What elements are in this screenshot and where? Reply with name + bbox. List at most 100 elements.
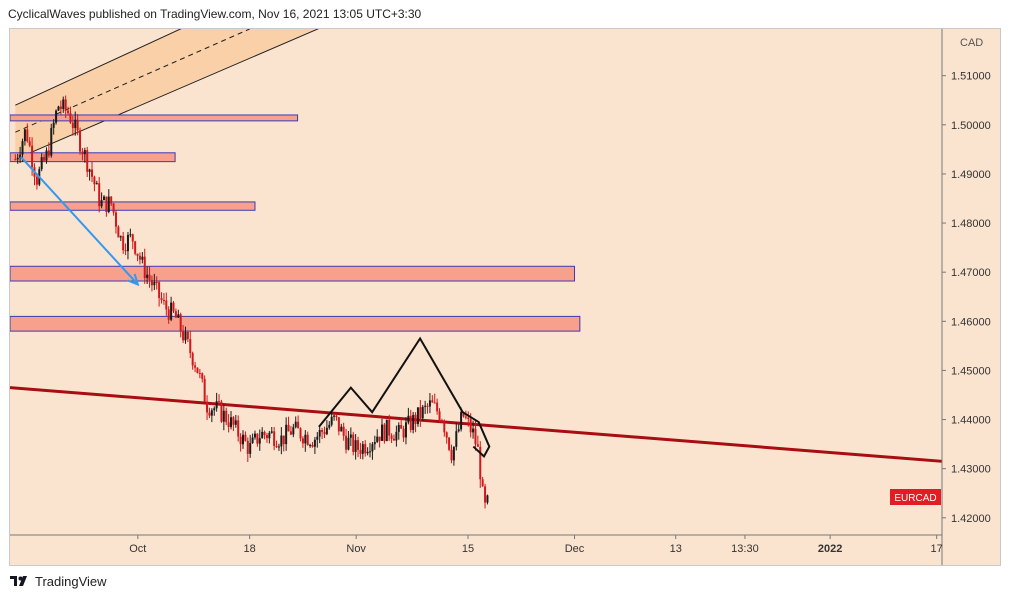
candle-body bbox=[297, 421, 300, 429]
candle-body bbox=[342, 426, 345, 436]
candle-body bbox=[148, 274, 151, 280]
candle-body bbox=[311, 444, 314, 447]
candle-body bbox=[239, 436, 242, 445]
candle-body bbox=[244, 434, 247, 441]
candle-body bbox=[136, 253, 139, 256]
candle-body bbox=[440, 420, 443, 422]
candle-body bbox=[378, 436, 381, 441]
price-axis[interactable]: 1.42000 1.43000 1.44000 1.45000 1.46000 1.470… bbox=[942, 71, 991, 525]
candles bbox=[14, 95, 489, 509]
candle-body bbox=[306, 434, 309, 445]
candle-body bbox=[117, 226, 120, 238]
candle-body bbox=[448, 437, 451, 450]
candle-body bbox=[162, 300, 165, 302]
candle-body bbox=[256, 433, 259, 444]
candle-body bbox=[160, 297, 163, 301]
candle-body bbox=[421, 406, 424, 419]
candle-body bbox=[81, 151, 84, 155]
candle-body bbox=[16, 157, 19, 160]
candle-body bbox=[198, 372, 201, 374]
candle-body bbox=[45, 150, 48, 161]
candle-body bbox=[129, 234, 132, 236]
candle-body bbox=[450, 449, 453, 461]
candle-body bbox=[59, 106, 62, 109]
candle-body bbox=[277, 446, 280, 448]
candle-body bbox=[349, 434, 352, 438]
candle-body bbox=[35, 176, 38, 185]
candle-body bbox=[179, 314, 182, 332]
candle-body bbox=[431, 400, 434, 403]
candle-body bbox=[52, 122, 55, 128]
candle-body bbox=[242, 434, 244, 445]
candle-body bbox=[184, 331, 187, 341]
candle-body bbox=[138, 255, 141, 260]
price-tick-label: 1.50000 bbox=[951, 120, 991, 132]
price-tick-label: 1.48000 bbox=[951, 218, 991, 230]
currency-label: CAD bbox=[960, 37, 983, 49]
channel-mid-line bbox=[15, 29, 250, 133]
candle-body bbox=[318, 430, 321, 437]
candle-body bbox=[452, 446, 455, 461]
candle-body bbox=[57, 106, 60, 111]
candle-body bbox=[289, 431, 292, 435]
chart-panel[interactable]: 1.42000 1.43000 1.44000 1.45000 1.46000 1.470… bbox=[9, 28, 1001, 566]
candle-body bbox=[206, 401, 209, 413]
candle-body bbox=[86, 150, 89, 172]
candle-body bbox=[232, 417, 235, 425]
candle-body bbox=[407, 415, 410, 423]
candle-body bbox=[330, 416, 333, 425]
footer: TradingView bbox=[10, 572, 107, 590]
candle-body bbox=[472, 428, 475, 433]
candle-body bbox=[335, 415, 338, 418]
candle-body bbox=[28, 141, 31, 146]
overlay-layer bbox=[19, 156, 491, 459]
candle-body bbox=[409, 415, 412, 430]
candle-body bbox=[119, 236, 122, 238]
price-tick-label: 1.51000 bbox=[951, 71, 991, 83]
candle-body bbox=[230, 417, 233, 427]
candle-body bbox=[462, 412, 465, 417]
candle-body bbox=[433, 402, 436, 404]
time-axis[interactable]: Oct 18 Nov 15 Dec 13 13:30 2022 17 bbox=[129, 535, 943, 555]
time-tick-label: 17 bbox=[931, 543, 943, 555]
publish-header: CyclicalWaves published on TradingView.c… bbox=[8, 7, 422, 21]
candle-body bbox=[218, 401, 221, 403]
time-tick-label: Dec bbox=[565, 543, 585, 555]
candle-body bbox=[469, 419, 472, 433]
channel-layer bbox=[15, 29, 320, 160]
footer-brand[interactable]: TradingView bbox=[35, 573, 107, 589]
candle-body bbox=[400, 425, 403, 429]
candle-body bbox=[275, 446, 278, 448]
candle-body bbox=[165, 300, 168, 310]
price-tick-label: 1.47000 bbox=[951, 267, 991, 279]
candle-body bbox=[354, 440, 357, 452]
candle-body bbox=[249, 443, 252, 454]
time-tick-label: 15 bbox=[462, 543, 474, 555]
price-tick-label: 1.44000 bbox=[951, 415, 991, 427]
candle-body bbox=[268, 432, 271, 439]
candle-body bbox=[261, 431, 264, 439]
candle-body bbox=[110, 196, 113, 204]
candle-body bbox=[467, 417, 470, 420]
price-tick-label: 1.43000 bbox=[951, 464, 991, 476]
candle-body bbox=[93, 176, 96, 185]
candle-body bbox=[270, 431, 273, 433]
eurcad-price-chart[interactable]: 1.42000 1.43000 1.44000 1.45000 1.46000 1.470… bbox=[10, 29, 1000, 565]
candle-body bbox=[177, 314, 180, 318]
candle-body bbox=[361, 444, 364, 454]
candle-body bbox=[436, 402, 439, 412]
candle-body bbox=[194, 365, 197, 368]
price-tick-label: 1.42000 bbox=[951, 513, 991, 525]
price-tick-label: 1.45000 bbox=[951, 365, 991, 377]
candle-body bbox=[383, 424, 386, 442]
tradingview-logo-icon[interactable] bbox=[10, 575, 30, 587]
candle-body bbox=[100, 200, 103, 207]
candle-body bbox=[21, 141, 24, 155]
channel-lower-line bbox=[15, 29, 320, 160]
candle-body bbox=[158, 282, 161, 298]
candle-body bbox=[309, 444, 312, 446]
candle-body bbox=[457, 429, 460, 432]
candle-body bbox=[347, 437, 350, 450]
candle-body bbox=[122, 236, 125, 251]
candle-body bbox=[424, 405, 427, 407]
